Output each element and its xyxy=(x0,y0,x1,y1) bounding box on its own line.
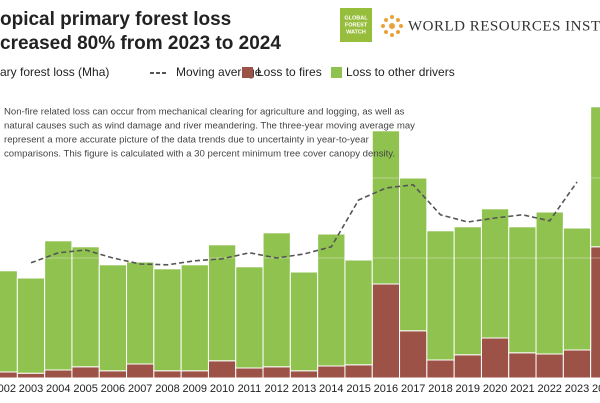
bar-segment xyxy=(344,364,373,379)
moving-average-line xyxy=(30,181,578,266)
bar-segment xyxy=(426,359,455,379)
x-tick-label: 2006 xyxy=(101,383,125,395)
gfw-logo-text: WATCH xyxy=(346,29,366,35)
x-tick-label: 2008 xyxy=(155,383,179,395)
bar-segment xyxy=(535,211,564,355)
bar-segment xyxy=(262,366,291,379)
bar-segment xyxy=(180,370,209,379)
wri-logo-text: WORLD RESOURCES INSTITUT xyxy=(408,18,600,34)
bar-segment xyxy=(535,353,564,379)
x-tick-label: 2003 xyxy=(19,383,43,395)
x-tick-label: 2023 xyxy=(565,383,589,395)
bar-segment xyxy=(153,370,182,379)
annotation: Non-fire related loss can occur from mec… xyxy=(4,107,405,118)
bar-segment xyxy=(126,363,155,379)
x-tick-label: 2013 xyxy=(292,383,316,395)
bar-segment xyxy=(235,367,264,379)
bar-segment xyxy=(16,372,46,379)
bar-segment xyxy=(371,130,401,285)
bar-segment xyxy=(98,370,128,379)
bar-segment xyxy=(317,365,346,379)
x-tick-label: 2002 xyxy=(0,383,16,395)
bar-segment xyxy=(399,177,428,332)
x-tick-label: 2012 xyxy=(264,383,288,395)
x-tick-label: 2019 xyxy=(456,383,480,395)
bar-segment xyxy=(426,230,455,361)
x-tick-label: 2020 xyxy=(483,383,507,395)
bar-segment xyxy=(44,240,73,371)
legend-label: Loss to other drivers xyxy=(346,65,455,79)
x-tick-label: 2004 xyxy=(46,383,70,395)
x-tick-label: 2014 xyxy=(319,383,343,395)
x-tick-label: 2011 xyxy=(238,383,262,395)
bar-segment xyxy=(207,244,237,362)
y-axis-label: ary forest loss (Mha) xyxy=(0,65,109,79)
annotation-bg xyxy=(0,103,355,161)
legend-swatch xyxy=(331,67,342,78)
annotation: represent a more accurate picture of the… xyxy=(4,135,370,146)
legend-label: Loss to fires xyxy=(257,65,322,79)
x-tick-label: 2015 xyxy=(346,383,370,395)
bar-segment xyxy=(71,366,100,379)
bar-segment xyxy=(0,270,18,373)
bar-segment xyxy=(289,370,319,379)
bar-segment xyxy=(317,233,346,367)
x-tick-label: 2005 xyxy=(73,383,97,395)
x-tick-label: 2018 xyxy=(428,383,452,395)
bar-segment xyxy=(207,360,237,379)
bar-segment xyxy=(262,232,291,368)
bar-segment xyxy=(71,246,100,368)
legend-swatch xyxy=(242,67,253,78)
x-tick-label: 2021 xyxy=(510,383,534,395)
bar-segment xyxy=(590,106,600,248)
bar-segment xyxy=(399,330,428,379)
x-tick-label: 2007 xyxy=(128,383,152,395)
x-tick-label: 2016 xyxy=(374,383,398,395)
bar-segment xyxy=(16,277,46,374)
bar-segment xyxy=(289,271,319,372)
bar-segment xyxy=(480,337,510,379)
bar-segment xyxy=(480,208,510,339)
x-tick-label: 2010 xyxy=(210,383,234,395)
gfw-logo-text: FOREST xyxy=(345,22,368,28)
bar-segment xyxy=(453,354,482,379)
bar-segment xyxy=(453,226,482,356)
bar-segment xyxy=(562,227,592,351)
bar-segment xyxy=(0,371,18,379)
bar-segment xyxy=(126,261,155,365)
chart-title: creased 80% from 2023 to 2024 xyxy=(0,33,281,54)
legend-label: Moving average xyxy=(176,65,262,79)
bar-segment xyxy=(562,349,592,379)
annotation: natural causes such as wind damage and r… xyxy=(4,121,415,132)
bar-segment xyxy=(508,352,537,379)
chart-title: opical primary forest loss xyxy=(0,9,231,30)
x-tick-label: 2017 xyxy=(401,383,425,395)
bar-segment xyxy=(153,268,182,372)
bar-segment xyxy=(235,266,264,369)
bar-segment xyxy=(180,264,209,372)
bar-segment xyxy=(371,283,401,379)
x-tick-label: 2009 xyxy=(183,383,207,395)
bar-segment xyxy=(508,226,537,354)
bar-segment xyxy=(98,264,128,372)
gfw-logo-text: GLOBAL xyxy=(344,15,368,21)
wri-logo-icon xyxy=(381,15,403,37)
annotation: comparisons. This figure is calculated w… xyxy=(4,149,395,160)
x-tick-label: 2024 xyxy=(592,383,600,395)
bar-segment xyxy=(44,369,73,379)
bar-segment xyxy=(590,246,600,379)
x-tick-label: 2022 xyxy=(537,383,561,395)
gfw-logo xyxy=(340,8,372,42)
bar-segment xyxy=(344,259,373,366)
